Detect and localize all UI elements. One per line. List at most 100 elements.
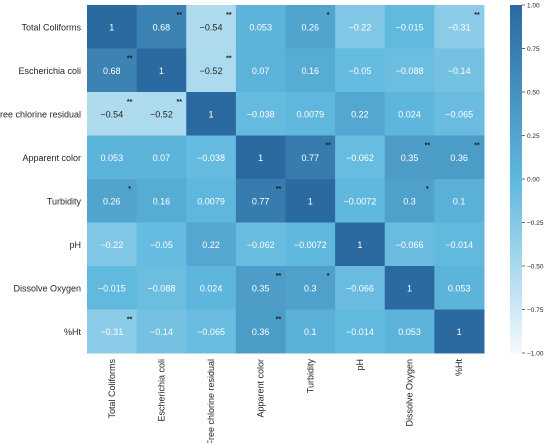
significance-marker: ** (177, 99, 183, 106)
heatmap-cell (87, 309, 138, 354)
heatmap-cell (434, 309, 485, 354)
significance-marker: ** (325, 143, 331, 150)
significance-marker: * (327, 273, 330, 280)
column-label: Apparent color (256, 359, 266, 418)
cell-value-label: 0.16 (302, 66, 320, 76)
cell-value-label: 1 (109, 22, 114, 32)
column-labels: Total Coliforms Escherichia coli Free chlo… (107, 359, 464, 443)
cell-value-label: 0.36 (450, 153, 468, 163)
heatmap-cell (384, 266, 435, 310)
column-label: Turbidity (305, 359, 315, 394)
cell-value-label: 0.22 (351, 109, 369, 119)
cell-value-label: 1 (407, 283, 412, 293)
heatmap-cell (434, 135, 485, 180)
heatmap-cell (87, 5, 138, 49)
cell-value-label: −0.54 (200, 22, 223, 32)
heatmap-cell (235, 309, 286, 354)
row-labels: Total Coliforms Escherichia coli Free chlo… (0, 22, 81, 337)
row-label: Total Coliforms (21, 22, 81, 32)
heatmap-cell (335, 135, 386, 180)
cell-value-label: 1 (258, 153, 263, 163)
cell-value-label: 0.35 (401, 153, 419, 163)
cell-value-label: −0.54 (100, 109, 123, 119)
heatmap-cell (285, 222, 336, 267)
heatmap-cell (235, 266, 286, 310)
heatmap-cell (136, 309, 187, 354)
heatmap-cell (87, 266, 138, 310)
significance-marker: ** (226, 56, 232, 63)
heatmap-cell (235, 92, 286, 136)
significance-marker: ** (127, 99, 133, 106)
cell-value-label: 0.3 (304, 283, 317, 293)
heatmap-cell (285, 179, 336, 223)
heatmap-cell (136, 48, 187, 93)
heatmap-cell (335, 179, 386, 223)
heatmap-cell (384, 309, 435, 354)
heatmap-cells: 1 0.68**−0.54**0.053 0.26*−0.22 −0.015 −0.31… (87, 5, 485, 354)
significance-marker: * (128, 186, 131, 193)
cell-value-label: 0.07 (153, 153, 171, 163)
heatmap-cell (235, 5, 286, 49)
heatmap-cell (335, 266, 386, 310)
colorbar-tick-label: −0.75 (527, 307, 544, 314)
cell-value-label: 0.1 (304, 327, 317, 337)
heatmap-cell (235, 222, 286, 267)
cell-value-label: 0.26 (302, 22, 320, 32)
cell-value-label: −0.088 (148, 283, 176, 293)
significance-marker: * (327, 12, 330, 19)
cell-value-label: −0.05 (349, 66, 372, 76)
cell-value-label: 0.053 (249, 22, 272, 32)
cell-value-label: 0.77 (302, 153, 320, 163)
heatmap-cell (87, 48, 138, 93)
heatmap-cell (186, 92, 237, 136)
significance-marker: ** (276, 273, 282, 280)
significance-marker: ** (276, 317, 282, 324)
significance-marker: ** (127, 317, 133, 324)
heatmap-cell (186, 48, 237, 93)
cell-value-label: 0.22 (202, 240, 220, 250)
heatmap-cell (384, 48, 435, 93)
row-label: Turbidity (47, 196, 82, 206)
heatmap-cell (434, 5, 485, 49)
cell-value-label: −0.31 (100, 327, 123, 337)
heatmap-cell (285, 309, 336, 354)
significance-marker: ** (226, 12, 232, 19)
heatmap-cell (335, 92, 386, 136)
row-label: Free chlorine residual (0, 109, 81, 119)
heatmap-cell (235, 179, 286, 223)
cell-value-label: 0.36 (252, 327, 270, 337)
heatmap-cell (285, 135, 336, 180)
row-label: %Ht (64, 327, 82, 337)
row-label: Escherichia coli (18, 66, 81, 76)
heatmap-cell (434, 222, 485, 267)
cell-value-label: 0.053 (101, 153, 124, 163)
heatmap-cell (285, 48, 336, 93)
heatmap-cell (384, 135, 435, 180)
cell-value-label: −0.038 (197, 153, 225, 163)
heatmap-cell (186, 309, 237, 354)
colorbar-gradient (510, 5, 522, 353)
cell-value-label: 1 (159, 66, 164, 76)
heatmap-cell (136, 222, 187, 267)
heatmap-cell (335, 309, 386, 354)
heatmap-cell (136, 135, 187, 180)
row-label: pH (69, 240, 81, 250)
heatmap-cell (335, 48, 386, 93)
heatmap-cell (186, 266, 237, 310)
cell-value-label: −0.52 (200, 66, 223, 76)
cell-value-label: 0.024 (398, 109, 421, 119)
cell-value-label: −0.062 (346, 153, 374, 163)
heatmap-cell (136, 266, 187, 310)
cell-value-label: 0.0079 (197, 196, 225, 206)
heatmap-cell (335, 5, 386, 49)
heatmap-cell (136, 5, 187, 49)
cell-value-label: −0.014 (346, 327, 374, 337)
column-label: %Ht (454, 359, 464, 377)
colorbar-tick-label: 0.00 (527, 177, 540, 184)
column-label: Total Coliforms (107, 359, 117, 419)
cell-value-label: 0.053 (398, 327, 421, 337)
significance-marker: ** (127, 56, 133, 63)
cell-value-label: −0.066 (346, 283, 374, 293)
row-label: Dissolve Oxygen (13, 283, 81, 293)
heatmap-cell (384, 179, 435, 223)
